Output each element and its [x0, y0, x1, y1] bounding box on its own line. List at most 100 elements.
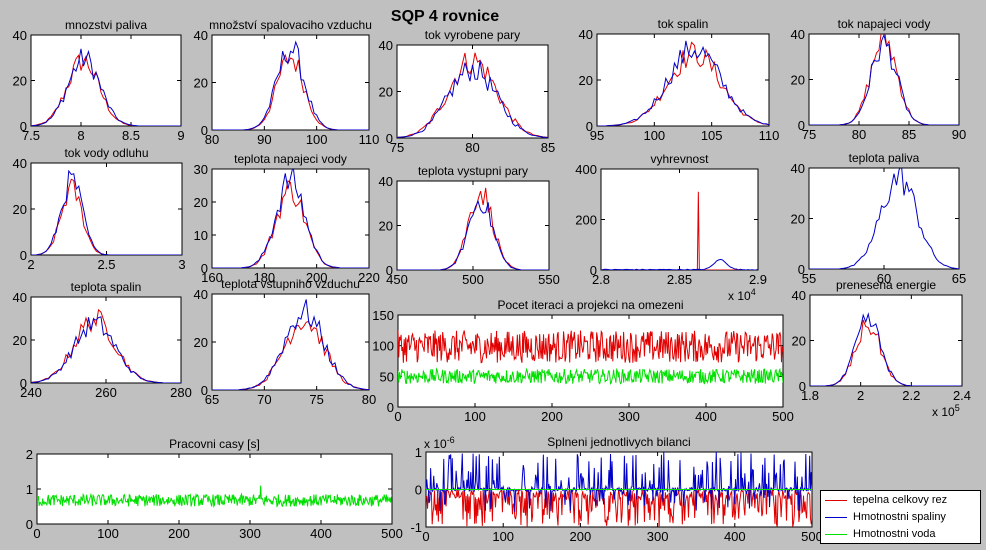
series-blue: [597, 40, 769, 126]
legend-entry-red: tepelna celkovy rez: [825, 494, 947, 508]
series-red: [212, 179, 369, 268]
y-tick-label: 100: [372, 339, 394, 354]
x-tick-label: 300: [239, 526, 261, 541]
y-tick-label: 40: [13, 28, 27, 43]
chart-title: vyhrevnost: [650, 152, 709, 166]
series-red: [212, 53, 369, 130]
figure-title: SQP 4 rovnice: [391, 8, 499, 25]
series-green: [398, 367, 783, 385]
y-tick-label: 0: [387, 400, 394, 415]
plot-area: [809, 294, 963, 387]
x-tick-label: 2.4: [953, 388, 971, 403]
y-tick-label: 0: [586, 119, 593, 134]
x-tick-label: 240: [20, 385, 42, 400]
y-tick-label: 40: [13, 290, 27, 305]
legend-swatch-red: [825, 499, 847, 501]
y-tick-label: 50: [380, 369, 394, 384]
chart-title: mnozstvi paliva: [65, 18, 147, 32]
x-tick-label: 200: [168, 526, 190, 541]
y-tick-label: 20: [792, 334, 806, 349]
chart-teplota-napajeci-vody: teplota napajeci vody 160 180 200 220 0 10 20 30: [194, 152, 380, 285]
y-tick-label: 200: [575, 213, 597, 228]
series-blue: [212, 299, 369, 390]
x-tick-label: 0: [394, 409, 401, 424]
series-red: [605, 191, 754, 270]
x-tick-label: 75: [390, 140, 404, 155]
plot-area: [600, 168, 759, 271]
y-tick-label: -1: [410, 520, 422, 535]
x-tick-label: 100: [464, 409, 486, 424]
chart-mnozstvi-spalovaciho-vzduchu: množství spalovaciho vzduchu 80 90 100 110 0 2…: [194, 18, 380, 147]
x-tick-label: 260: [95, 385, 117, 400]
plot-area: [397, 314, 784, 408]
y-tick-label: 40: [792, 288, 806, 303]
chart-tok-vody-odluhu: tok vody odluhu 2 2.5 3 0 20 40: [13, 146, 186, 272]
y-tick-label: 40: [194, 28, 208, 43]
x-tick-label: 65: [205, 392, 219, 407]
series-red: [397, 187, 549, 270]
x-tick-label: 300: [647, 529, 669, 544]
series-blue: [809, 34, 959, 125]
x-tick-label: 100: [643, 128, 665, 143]
x-tick-label: 90: [257, 132, 271, 147]
x-tick-label: 400: [724, 529, 746, 544]
y-tick-label: 400: [575, 162, 597, 177]
chart-title: tok napajeci vody: [838, 17, 931, 31]
y-tick-label: 0: [201, 383, 208, 398]
series-blue: [809, 168, 959, 269]
chart-mnozstvi-paliva: mnozstvi paliva 7.5 8 8.5 9 0 20 40: [13, 18, 185, 143]
x-tick-label: 55: [802, 271, 816, 286]
chart-title: Pracovni casy [s]: [169, 437, 260, 451]
plot-area: [211, 34, 370, 131]
x-tick-label: 80: [205, 132, 219, 147]
x-tick-label: 400: [310, 526, 332, 541]
plot-area: [211, 293, 370, 391]
series-red: [212, 320, 369, 390]
series-blue: [810, 312, 962, 386]
y-tick-label: 20: [194, 335, 208, 350]
chart-title: tok spalin: [658, 17, 709, 31]
x-tick-label: 75: [802, 127, 816, 142]
y-tick-label: 0: [799, 379, 806, 394]
y-tick-label: 10: [194, 228, 208, 243]
x-tick-label: 2: [857, 388, 864, 403]
x-tick-label: 2.5: [97, 257, 115, 272]
x-tick-label: 2: [27, 257, 34, 272]
chart-title: teplota vstupniho vzduchu: [221, 277, 360, 291]
plot-area: [596, 33, 770, 127]
series-blue: [212, 40, 369, 130]
x-tick-label: 2.2: [902, 388, 920, 403]
series-green: [37, 485, 392, 509]
x-tick-label: 70: [257, 392, 271, 407]
x-tick-label: 8: [77, 128, 84, 143]
series-blue: [426, 452, 812, 512]
y-tick-label: 0: [201, 261, 208, 276]
y-tick-label: 20: [13, 202, 27, 217]
x-tick-label: 105: [701, 128, 723, 143]
chart-title: Splneni jednotlivych bilanci: [547, 435, 690, 449]
x-tick-label: 500: [381, 526, 403, 541]
chart-teplota-vystupni-pary: teplota vystupni pary 450 500 550 0 20 40: [379, 164, 560, 287]
chart-title: teplota vystupni pary: [418, 164, 528, 178]
y-tick-label: 20: [579, 73, 593, 88]
plot-area: [30, 296, 182, 384]
y-tick-label: 20: [194, 195, 208, 210]
chart-title: tok vyrobene pary: [425, 28, 520, 42]
x-tick-label: 500: [772, 409, 794, 424]
x-tick-label: 180: [253, 270, 275, 285]
plot-area: [30, 34, 182, 127]
chart-title: tok vody odluhu: [64, 146, 148, 160]
y-tick-label: 20: [13, 333, 27, 348]
chart-pracovni-casy: Pracovni casy [s] 0 100 200 300 400 500 0 1 2: [26, 437, 403, 541]
legend-label-red: tepelna celkovy rez: [853, 494, 948, 506]
series-blue: [31, 316, 181, 383]
x-tick-label: 280: [170, 385, 192, 400]
y-tick-label: 1: [26, 482, 33, 497]
x-tick-label: 500: [801, 529, 823, 544]
series-blue: [31, 48, 181, 126]
y-tick-label: 20: [379, 219, 393, 234]
chart-vyhrevnost: vyhrevnost 2.8 2.85 2.9 0 200 400 x 104: [575, 152, 767, 303]
x-tick-label: 500: [462, 272, 484, 287]
y-tick-label: 0: [798, 262, 805, 277]
x-tick-label: 160: [201, 270, 223, 285]
